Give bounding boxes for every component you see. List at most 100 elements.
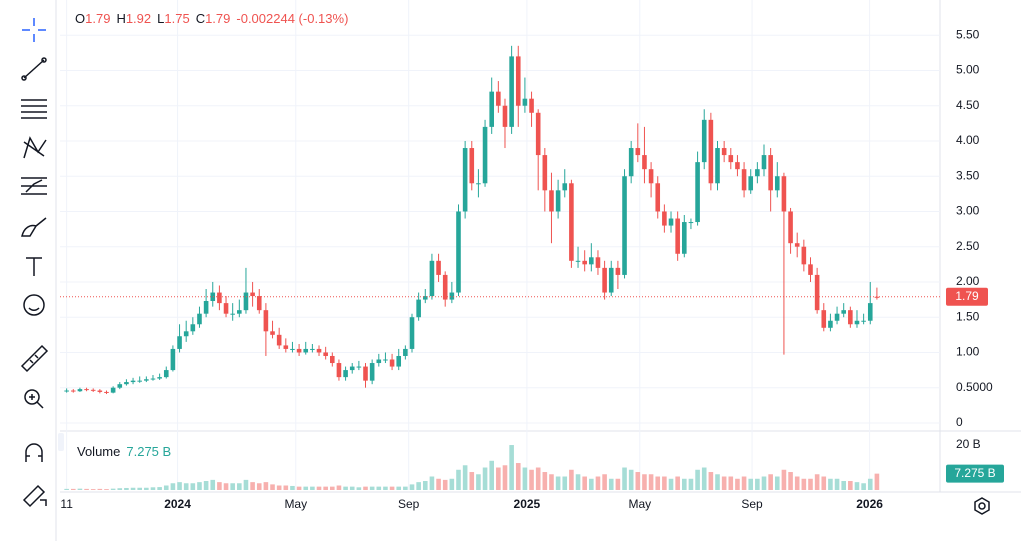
candle-body	[861, 320, 866, 322]
candle-body	[589, 257, 594, 265]
volume-bar	[316, 486, 322, 490]
candle-body	[715, 148, 720, 184]
candle-body	[223, 303, 229, 314]
candle-body	[276, 334, 282, 346]
candle-body	[283, 345, 289, 349]
candle-body	[124, 382, 129, 385]
volume-bar	[701, 467, 707, 490]
volume-bar	[469, 472, 475, 490]
volume-bar	[163, 485, 169, 490]
candle-body	[177, 336, 182, 349]
volume-bar	[110, 488, 116, 490]
candle-body	[688, 222, 694, 224]
candle-body	[97, 390, 103, 392]
y-tick-label: 2.50	[956, 239, 980, 253]
candle-body	[77, 389, 83, 392]
magnet-tool[interactable]	[25, 443, 43, 462]
candle-body	[323, 352, 328, 356]
x-tick-label: 2024	[164, 497, 191, 511]
close-value: 1.79	[205, 11, 231, 26]
volume-bar	[741, 476, 747, 490]
candle-body	[442, 274, 448, 300]
candle-body	[383, 359, 388, 361]
forecast-tool[interactable]	[21, 177, 47, 195]
candle-body	[130, 380, 136, 383]
candle-body	[376, 359, 382, 364]
candle-body	[555, 190, 561, 212]
candle-body	[648, 169, 654, 184]
candle-body	[834, 313, 840, 321]
volume-bar	[735, 478, 740, 490]
volume-bar	[303, 486, 309, 490]
candle-body	[615, 267, 621, 275]
volume-bar	[429, 476, 435, 490]
volume-bar	[449, 478, 455, 490]
volume-bar	[70, 488, 76, 490]
zoom-tool[interactable]	[24, 389, 44, 409]
volume-bar	[828, 478, 833, 490]
volume-tick-label: 20 B	[956, 437, 981, 451]
high-value: 1.92	[125, 11, 152, 26]
y-tick-label: 3.50	[956, 168, 980, 182]
trend-line-tool[interactable]	[21, 57, 47, 81]
volume-bar	[635, 472, 641, 490]
candle-body	[190, 324, 196, 332]
candle-body	[828, 320, 833, 328]
volume-bar	[774, 476, 780, 490]
ruler-tool[interactable]	[20, 344, 49, 373]
volume-bar	[104, 489, 109, 490]
emoji-tool[interactable]	[23, 294, 45, 316]
collapse-handle[interactable]	[58, 433, 64, 451]
volume-bar	[582, 476, 587, 490]
candle-body	[396, 355, 402, 367]
y-tick-label: 3.00	[956, 204, 980, 218]
lock-tool[interactable]	[22, 484, 47, 508]
volume-bar	[728, 476, 734, 490]
volume-bar	[861, 483, 866, 490]
pattern-tool[interactable]	[23, 136, 47, 159]
candle-body	[469, 148, 475, 184]
volume-bar	[555, 476, 561, 490]
volume-bar	[688, 478, 694, 490]
volume-value: 7.275 B	[126, 444, 172, 459]
candle-body	[535, 112, 541, 156]
volume-bar	[250, 482, 255, 490]
candle-body	[369, 363, 375, 381]
candle-body	[310, 348, 315, 350]
volume-bar	[462, 465, 468, 490]
candle-body	[515, 56, 521, 106]
candle-body	[549, 190, 554, 212]
candle-body	[502, 105, 508, 127]
candle-body	[662, 211, 667, 226]
settings-button[interactable]	[974, 497, 990, 515]
text-tool[interactable]	[26, 257, 42, 276]
candle-body	[144, 379, 149, 381]
candle-body	[728, 155, 734, 163]
volume-bar	[177, 482, 182, 490]
volume-bar	[595, 476, 601, 490]
y-tick-label: 1.50	[956, 309, 980, 323]
candle-body	[449, 292, 455, 300]
candle-body	[635, 148, 641, 156]
volume-bar	[755, 478, 760, 490]
candle-body	[781, 176, 787, 212]
crosshair-tool[interactable]	[22, 18, 46, 42]
x-tick-label: Sep	[741, 497, 763, 511]
volume-bar	[682, 478, 687, 490]
candle-body	[708, 119, 714, 184]
candle-body	[462, 148, 468, 212]
brush-tool[interactable]	[21, 217, 47, 237]
volume-bar	[821, 476, 827, 490]
candle-body	[529, 98, 534, 113]
candle-body	[489, 91, 494, 127]
candle-body	[170, 348, 176, 371]
candle-body	[163, 370, 169, 378]
volume-bar	[396, 486, 402, 490]
volume-bar	[781, 469, 787, 490]
fib-tool[interactable]	[21, 99, 47, 119]
volume-bar	[296, 486, 302, 490]
volume-bar	[157, 487, 162, 490]
volume-bar	[794, 476, 800, 490]
volume-bar	[867, 478, 873, 490]
